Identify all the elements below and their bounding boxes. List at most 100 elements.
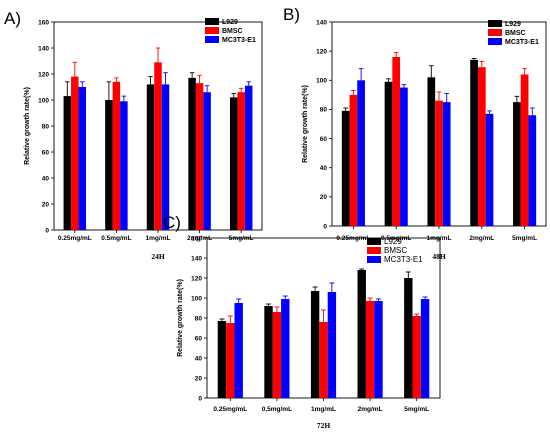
legend-label: L929 [384, 237, 402, 246]
legend-label: BMSC [222, 28, 243, 35]
y-tick-label: 160 [191, 235, 202, 242]
chart-panel-b: B) 0 20 40 60 80 100 120 140 Relative growth rate… [283, 5, 547, 261]
bar-bmsc [112, 81, 121, 230]
bar-l929 [105, 100, 113, 230]
bar-l929 [264, 306, 273, 398]
bar-l929 [229, 97, 238, 231]
y-tick-label: 40 [195, 355, 203, 362]
chart-panel-a: A) 0 20 40 60 80 100 120 140 160 Relative growth r… [4, 9, 263, 261]
legend-swatch-l929 [205, 18, 219, 25]
y-tick-label: 40 [42, 175, 50, 182]
legend-label: BMSC [505, 30, 526, 37]
bar-l929 [427, 77, 436, 226]
x-tick-label: 0.5mg/mL [262, 406, 292, 413]
panel-letter: B) [283, 5, 300, 24]
bar-bmsc [272, 312, 282, 398]
y-tick-label: 40 [320, 165, 328, 172]
bar-bmsc [412, 316, 421, 398]
legend-swatch-mc3t3-e1 [367, 256, 381, 263]
y-tick-label: 80 [320, 107, 328, 114]
y-tick-label: 20 [320, 194, 328, 201]
y-tick-label: 100 [38, 97, 49, 104]
x-tick-label: 0.25mg/mL [213, 406, 247, 413]
x-tick-label: 1mg/mL [146, 235, 171, 242]
bar-mc3t3-e1 [234, 303, 243, 398]
bar-mc3t3-e1 [281, 299, 290, 398]
x-axis-label: 72H [317, 421, 331, 430]
y-tick-label: 80 [42, 123, 50, 130]
panel-letter: A) [4, 9, 21, 28]
bar-mc3t3-e1 [78, 87, 87, 230]
legend-swatch-l929 [367, 238, 381, 245]
legend-label: BMSC [384, 246, 407, 255]
legend-swatch-bmsc [205, 27, 219, 34]
legend-label: MC3T3-E1 [384, 255, 423, 264]
legend-swatch-bmsc [367, 247, 381, 254]
y-tick-label: 120 [316, 48, 327, 55]
bar-mc3t3-e1 [357, 80, 365, 227]
bar-mc3t3-e1 [420, 299, 430, 398]
chart-panel-c: C) 0 20 40 60 80 100 120 140 160 Relative growth r… [163, 213, 441, 430]
bar-mc3t3-e1 [120, 101, 128, 230]
legend-label: MC3T3-E1 [505, 39, 539, 46]
bar-bmsc [195, 83, 204, 230]
legend-label: L929 [505, 21, 521, 28]
bar-l929 [146, 84, 155, 231]
bar-bmsc [319, 322, 328, 398]
bar-bmsc [226, 323, 235, 398]
legend-label: L929 [222, 19, 238, 26]
bar-l929 [357, 270, 366, 398]
x-tick-label: 1mg/mL [311, 406, 336, 413]
y-tick-label: 20 [195, 375, 203, 382]
bar-mc3t3-e1 [374, 301, 383, 398]
y-tick-label: 60 [195, 335, 203, 342]
y-tick-label: 0 [198, 395, 202, 402]
bar-bmsc [349, 94, 358, 226]
bar-bmsc [71, 76, 79, 230]
bar-mc3t3-e1 [244, 85, 253, 230]
bar-bmsc [154, 62, 162, 230]
bar-bmsc [237, 92, 245, 230]
x-tick-label: 0.5mg/mL [381, 235, 411, 242]
x-tick-label: 5mg/mL [229, 235, 254, 242]
bar-bmsc [477, 67, 486, 227]
y-axis-label: Relative growth rate(%) [177, 279, 184, 357]
y-axis-label: Relative growth rate(%) [302, 85, 309, 163]
bar-mc3t3-e1 [485, 113, 494, 226]
y-tick-label: 0 [323, 223, 327, 230]
bar-bmsc [435, 100, 443, 226]
x-tick-label: 2mg/mL [469, 235, 494, 242]
y-tick-label: 140 [38, 45, 49, 52]
y-tick-label: 100 [191, 295, 202, 302]
x-tick-label: 5mg/mL [404, 406, 429, 413]
bar-l929 [310, 291, 320, 398]
x-tick-label: 0.25mg/mL [336, 235, 370, 242]
bar-l929 [217, 321, 227, 398]
x-tick-label: 2mg/mL [187, 235, 212, 242]
legend-swatch-bmsc [488, 29, 502, 36]
bar-mc3t3-e1 [203, 92, 211, 230]
y-tick-label: 160 [38, 19, 49, 26]
x-tick-label: 0.25mg/mL [58, 235, 92, 242]
y-tick-label: 100 [316, 78, 327, 85]
x-axis-label: 48H [432, 252, 446, 261]
panel-letter: C) [163, 213, 181, 232]
x-tick-label: 5mg/mL [512, 235, 537, 242]
bar-mc3t3-e1 [400, 87, 408, 226]
y-tick-label: 140 [191, 255, 202, 262]
x-tick-label: 1mg/mL [427, 235, 452, 242]
bar-l929 [384, 81, 393, 226]
bar-l929 [404, 278, 413, 398]
legend-swatch-mc3t3-e1 [205, 36, 219, 43]
y-tick-label: 20 [42, 201, 50, 208]
bar-bmsc [392, 56, 401, 226]
bar-l929 [188, 77, 196, 231]
x-tick-label: 2mg/mL [358, 406, 383, 413]
y-tick-label: 120 [38, 71, 49, 78]
bar-l929 [341, 110, 350, 226]
y-tick-label: 0 [45, 227, 49, 234]
bar-mc3t3-e1 [161, 84, 170, 231]
y-tick-label: 60 [320, 136, 328, 143]
y-tick-label: 120 [191, 275, 202, 282]
